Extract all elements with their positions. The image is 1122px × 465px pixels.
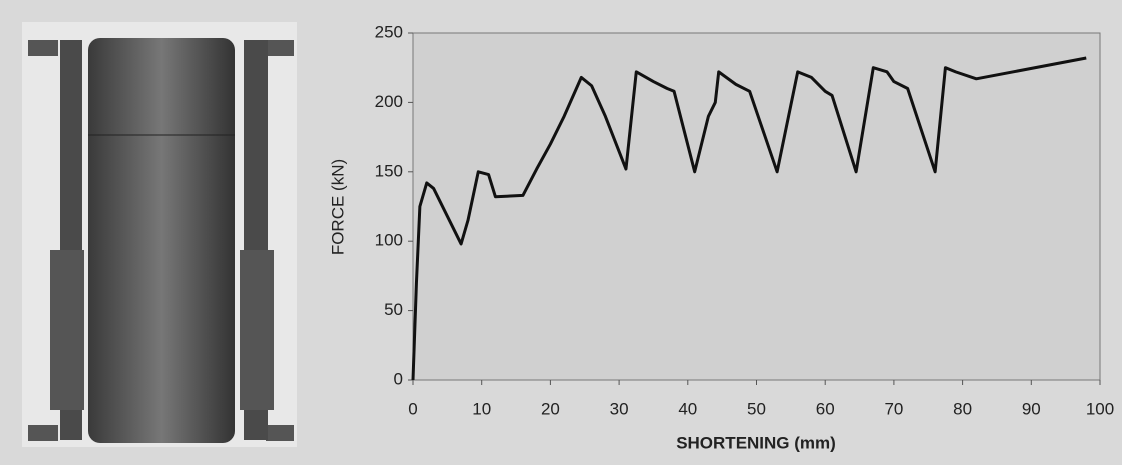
x-tick-label: 70 <box>884 399 903 418</box>
y-axis-label: FORCE (kN) <box>328 159 347 255</box>
plot-area <box>413 33 1100 380</box>
x-axis-label: SHORTENING (mm) <box>676 433 836 452</box>
x-tick-label: 20 <box>541 399 560 418</box>
x-tick-label: 80 <box>953 399 972 418</box>
x-tick-label: 100 <box>1086 399 1114 418</box>
x-tick-label: 40 <box>678 399 697 418</box>
x-tick-label: 0 <box>408 399 417 418</box>
figure: FORCE (kN) SHORTENING (mm) 0501001502002… <box>0 0 1122 465</box>
y-tick-label: 150 <box>375 161 403 180</box>
y-tick-label: 100 <box>375 231 403 250</box>
x-tick-label: 50 <box>747 399 766 418</box>
y-tick-label: 250 <box>375 22 403 41</box>
y-tick-label: 0 <box>394 369 403 388</box>
x-tick-label: 30 <box>610 399 629 418</box>
specimen-photo <box>22 22 297 447</box>
x-tick-label: 60 <box>816 399 835 418</box>
y-tick-label: 200 <box>375 92 403 111</box>
y-tick-label: 50 <box>384 300 403 319</box>
x-tick-label: 10 <box>472 399 491 418</box>
x-tick-label: 90 <box>1022 399 1041 418</box>
